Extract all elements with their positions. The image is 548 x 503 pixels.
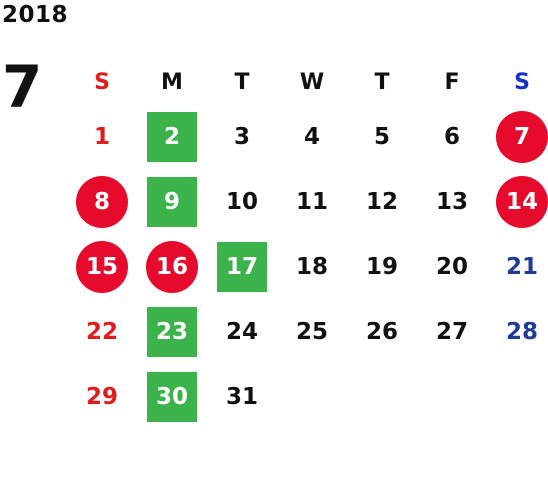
- day-number: 7: [513, 123, 530, 150]
- weekday-thu: T: [374, 69, 390, 95]
- day-number: 17: [225, 253, 258, 280]
- day-number: 11: [295, 188, 328, 215]
- day-cell[interactable]: 21: [487, 234, 548, 299]
- day-number: 10: [225, 188, 258, 215]
- day-number: 16: [155, 253, 188, 280]
- day-number: 14: [505, 188, 538, 215]
- day-cell[interactable]: 26: [347, 299, 417, 364]
- day-number: 28: [505, 318, 538, 345]
- day-number: 18: [295, 253, 328, 280]
- day-cell[interactable]: 27: [417, 299, 487, 364]
- calendar-grid: S M T W T F S 1 2 3 4 5 6 7 8 9 10 11 12 13 14 15 16 17 1…: [67, 60, 548, 429]
- day-number: 12: [365, 188, 398, 215]
- day-number: 9: [163, 188, 180, 215]
- day-number: 6: [443, 123, 460, 150]
- weeks-container: 1 2 3 4 5 6 7 8 9 10 11 12 13 14 15 16 17 18 19 20 21 22 23 24 2…: [67, 104, 548, 429]
- day-number: 4: [303, 123, 320, 150]
- green-square-marker: [147, 111, 197, 162]
- day-cell[interactable]: 29: [67, 364, 137, 429]
- day-number: 27: [435, 318, 468, 345]
- day-number: 26: [365, 318, 398, 345]
- day-cell[interactable]: 18: [277, 234, 347, 299]
- red-circle-marker: [496, 175, 548, 228]
- day-cell[interactable]: 11: [277, 169, 347, 234]
- week-row: 15 16 17 18 19 20 21: [67, 234, 548, 299]
- day-cell[interactable]: 28: [487, 299, 548, 364]
- week-row: 22 23 24 25 26 27 28: [67, 299, 548, 364]
- day-number: 25: [295, 318, 328, 345]
- week-row: 29 30 31: [67, 364, 548, 429]
- day-cell[interactable]: 24: [207, 299, 277, 364]
- day-cell[interactable]: 22: [67, 299, 137, 364]
- month-number: 7: [2, 53, 43, 121]
- day-cell[interactable]: 31: [207, 364, 277, 429]
- day-number: 23: [155, 318, 188, 345]
- red-circle-marker: [146, 240, 198, 293]
- weekday-tue: T: [234, 69, 250, 95]
- red-circle-marker: [76, 240, 128, 293]
- year-label: 2018: [2, 2, 69, 28]
- day-cell[interactable]: 10: [207, 169, 277, 234]
- weekday-mon: M: [161, 69, 183, 95]
- day-cell[interactable]: 14: [487, 169, 548, 234]
- day-number: 2: [163, 123, 180, 150]
- weekday-sat: S: [514, 69, 530, 95]
- day-cell[interactable]: 7: [487, 104, 548, 169]
- green-square-marker: [147, 176, 197, 227]
- green-square-marker: [147, 306, 197, 357]
- day-cell[interactable]: 12: [347, 169, 417, 234]
- week-row: 8 9 10 11 12 13 14: [67, 169, 548, 234]
- day-cell[interactable]: 17: [207, 234, 277, 299]
- day-cell[interactable]: 20: [417, 234, 487, 299]
- day-cell[interactable]: 9: [137, 169, 207, 234]
- day-cell[interactable]: 25: [277, 299, 347, 364]
- weekday-fri: F: [444, 69, 460, 95]
- day-number: 20: [435, 253, 468, 280]
- day-cell[interactable]: 23: [137, 299, 207, 364]
- day-number: 1: [93, 123, 110, 150]
- day-cell[interactable]: 4: [277, 104, 347, 169]
- day-number: 24: [225, 318, 258, 345]
- day-cell[interactable]: 3: [207, 104, 277, 169]
- day-number: 30: [155, 383, 188, 410]
- day-number: 21: [505, 253, 538, 280]
- day-cell[interactable]: 19: [347, 234, 417, 299]
- day-number: 5: [373, 123, 390, 150]
- red-circle-marker: [76, 175, 128, 228]
- day-cell[interactable]: 15: [67, 234, 137, 299]
- green-square-marker: [147, 371, 197, 422]
- day-cell[interactable]: 2: [137, 104, 207, 169]
- weekday-sun: S: [94, 69, 110, 95]
- day-number: 8: [93, 188, 110, 215]
- day-number: 19: [365, 253, 398, 280]
- day-cell[interactable]: 6: [417, 104, 487, 169]
- green-square-marker: [217, 241, 267, 292]
- day-number: 22: [85, 318, 118, 345]
- day-cell[interactable]: 1: [67, 104, 137, 169]
- day-number: 3: [233, 123, 250, 150]
- red-circle-marker: [496, 110, 548, 163]
- week-row: 1 2 3 4 5 6 7: [67, 104, 548, 169]
- weekday-header-row: S M T W T F S: [67, 60, 548, 104]
- day-cell[interactable]: 5: [347, 104, 417, 169]
- day-number: 29: [85, 383, 118, 410]
- day-number: 13: [435, 188, 468, 215]
- day-cell[interactable]: 16: [137, 234, 207, 299]
- day-number: 31: [225, 383, 258, 410]
- day-number: 15: [85, 253, 118, 280]
- day-cell[interactable]: 30: [137, 364, 207, 429]
- day-cell[interactable]: 13: [417, 169, 487, 234]
- day-cell[interactable]: 8: [67, 169, 137, 234]
- weekday-wed: W: [299, 69, 325, 95]
